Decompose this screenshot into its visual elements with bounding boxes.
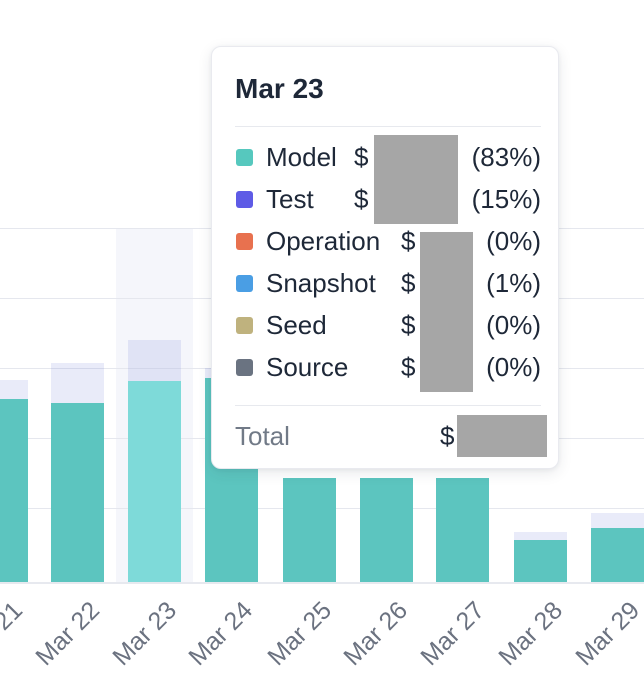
tooltip-row-currency: $ xyxy=(401,310,416,340)
bar-segment-test-mar-23[interactable] xyxy=(128,340,181,381)
bar-segment-model-mar-23[interactable] xyxy=(128,381,181,582)
tooltip-row-currency: $ xyxy=(354,184,369,214)
tooltip-row-label: Test xyxy=(266,184,314,214)
tooltip-rows: Model $ (83%) Test $ (15%) Operation $ (0%) Snaps… xyxy=(212,136,560,388)
x-axis-line xyxy=(0,582,644,584)
bar-segment-test-mar-22[interactable] xyxy=(51,363,104,403)
bar-segment-test-mar-21[interactable] xyxy=(0,380,28,399)
tooltip-total-label: Total xyxy=(235,421,290,451)
redacted-value-box xyxy=(457,415,547,457)
tooltip-row-percent: (0%) xyxy=(486,226,541,256)
bar-segment-model-mar-26[interactable] xyxy=(359,478,413,582)
bar-segment-model-mar-25[interactable] xyxy=(283,478,336,582)
tooltip-total-row: Total $ xyxy=(212,414,560,458)
source-series-swatch xyxy=(236,358,253,376)
tooltip-row-operation: Operation $ (0%) xyxy=(212,220,560,262)
tooltip-row-percent: (15%) xyxy=(471,184,541,214)
tooltip-row-percent: (0%) xyxy=(486,352,541,382)
tooltip-row-snapshot: Snapshot $ (1%) xyxy=(212,262,560,304)
tooltip-row-label: Model xyxy=(266,142,337,172)
tooltip-row-model: Model $ (83%) xyxy=(212,136,560,178)
snapshot-series-swatch xyxy=(236,274,253,292)
tooltip-total-divider xyxy=(235,405,541,406)
tooltip-row-percent: (1%) xyxy=(486,268,541,298)
tooltip-row-seed: Seed $ (0%) xyxy=(212,304,560,346)
tooltip-row-percent: (83%) xyxy=(471,142,541,172)
bar-segment-model-mar-22[interactable] xyxy=(51,403,104,582)
test-series-swatch xyxy=(236,190,253,208)
model-series-swatch xyxy=(236,148,253,166)
redacted-value-box xyxy=(420,232,473,392)
tooltip-row-source: Source $ (0%) xyxy=(212,346,560,388)
seed-series-swatch xyxy=(236,316,253,334)
tooltip-row-label: Source xyxy=(266,352,349,382)
redacted-value-box xyxy=(374,135,458,224)
tooltip-total-currency: $ xyxy=(440,421,455,451)
tooltip-row-currency: $ xyxy=(401,352,416,382)
bar-segment-test-mar-29[interactable] xyxy=(591,513,644,528)
chart-tooltip: Mar 23 Model $ (83%) Test $ (15%) Operation $ (0… xyxy=(211,46,559,469)
bar-segment-model-mar-21[interactable] xyxy=(0,399,28,582)
tooltip-header-divider xyxy=(235,126,541,127)
tooltip-row-label: Operation xyxy=(266,226,381,256)
bar-segment-model-mar-29[interactable] xyxy=(591,528,644,582)
bar-segment-model-mar-28[interactable] xyxy=(514,540,567,582)
tooltip-row-label: Snapshot xyxy=(266,268,376,298)
bar-segment-model-mar-27[interactable] xyxy=(436,478,489,582)
tooltip-row-currency: $ xyxy=(401,226,416,256)
tooltip-title: Mar 23 xyxy=(235,73,324,104)
operation-series-swatch xyxy=(236,232,253,250)
tooltip-row-percent: (0%) xyxy=(486,310,541,340)
tooltip-row-label: Seed xyxy=(266,310,327,340)
bar-segment-test-mar-28[interactable] xyxy=(514,532,567,540)
tooltip-row-currency: $ xyxy=(401,268,416,298)
tooltip-row-currency: $ xyxy=(354,142,369,172)
tooltip-row-test: Test $ (15%) xyxy=(212,178,560,220)
